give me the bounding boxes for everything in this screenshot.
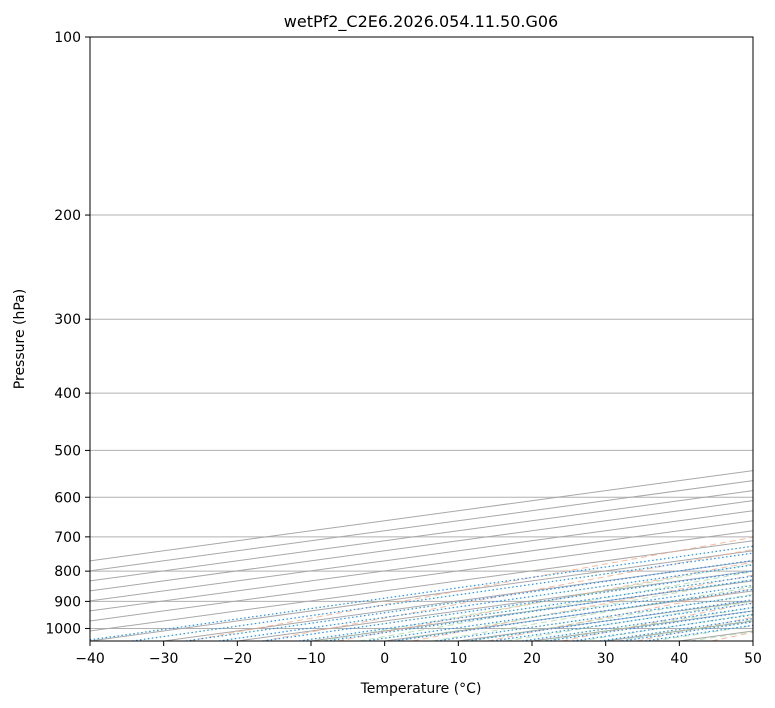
y-tick-label: 300 <box>54 312 81 328</box>
moist-adiabat <box>616 619 753 641</box>
mixing-ratio-line <box>394 588 753 641</box>
x-tick-label: 30 <box>597 651 615 667</box>
x-axis-label: Temperature (°C) <box>360 681 482 697</box>
dry-adiabat <box>636 616 753 641</box>
isotherm-line <box>752 640 753 641</box>
mixing-ratio-line <box>522 606 753 641</box>
x-tick-label: −30 <box>149 651 179 667</box>
mixing-ratio-line <box>326 579 753 641</box>
y-tick-label: 600 <box>54 490 81 506</box>
moist-adiabat <box>653 625 753 641</box>
dry-adiabat <box>562 602 753 641</box>
isotherm-line <box>90 550 753 641</box>
background-lines <box>90 37 753 641</box>
isotherm-line <box>90 480 753 572</box>
mixing-ratio-line <box>131 552 753 641</box>
mixing-ratio-line <box>365 584 753 641</box>
y-tick-label: 400 <box>54 386 81 402</box>
isotherm-line <box>90 510 753 602</box>
x-tick-label: 10 <box>449 651 467 667</box>
isotherm-line <box>90 500 753 592</box>
x-tick-label: 50 <box>744 651 762 667</box>
y-tick-label: 900 <box>54 594 81 610</box>
moist-adiabat <box>395 578 753 641</box>
x-tick-label: 20 <box>523 651 541 667</box>
mixing-ratio-line <box>645 624 753 641</box>
mixing-ratio-line <box>492 602 753 641</box>
moist-adiabat <box>358 570 753 641</box>
dry-adiabat <box>487 588 753 641</box>
moist-adiabat <box>469 593 753 641</box>
isotherm-line <box>90 540 753 632</box>
isotherm-line <box>90 520 753 612</box>
moist-adiabat <box>690 630 753 641</box>
isotherm-line <box>384 590 753 641</box>
isotherm-line <box>237 570 753 641</box>
chart-title: wetPf2_C2E6.2026.054.11.50.G06 <box>284 12 558 32</box>
mixing-ratio-line <box>436 594 753 641</box>
dry-adiabat <box>338 561 753 641</box>
moist-adiabat <box>432 586 753 641</box>
x-tick-label: −20 <box>223 651 253 667</box>
dry-adiabat <box>263 549 753 641</box>
x-tick-label: 0 <box>380 651 389 667</box>
isotherm-line <box>531 610 753 641</box>
x-tick-label: 40 <box>670 651 688 667</box>
y-tick-label: 1000 <box>45 621 81 637</box>
isotherm-line <box>310 580 753 641</box>
mixing-ratio-line <box>467 599 753 641</box>
y-tick-label: 800 <box>54 564 81 580</box>
y-tick-label: 500 <box>54 443 81 459</box>
isotherm-line <box>90 530 753 622</box>
dry-adiabat <box>711 631 753 641</box>
y-tick-label: 200 <box>54 208 81 224</box>
dry-adiabat <box>188 536 753 641</box>
isotherm-line <box>679 630 753 641</box>
isotherm-line <box>90 470 753 562</box>
plot-frame <box>89 36 754 642</box>
y-tick-label: 700 <box>54 530 81 546</box>
moist-adiabat <box>542 607 753 641</box>
x-tick-label: −40 <box>75 651 105 667</box>
mixing-ratio-line <box>546 610 753 641</box>
isotherm-line <box>90 490 753 582</box>
y-axis-label: Pressure (hPa) <box>12 289 28 389</box>
x-tick-label: −10 <box>296 651 326 667</box>
y-tick-label: 100 <box>54 30 81 46</box>
moist-adiabat <box>321 563 753 641</box>
axes: −40 −30 −20 −10 0 10 20 30 40 50 100 200 300 400 500 60… <box>45 30 762 667</box>
